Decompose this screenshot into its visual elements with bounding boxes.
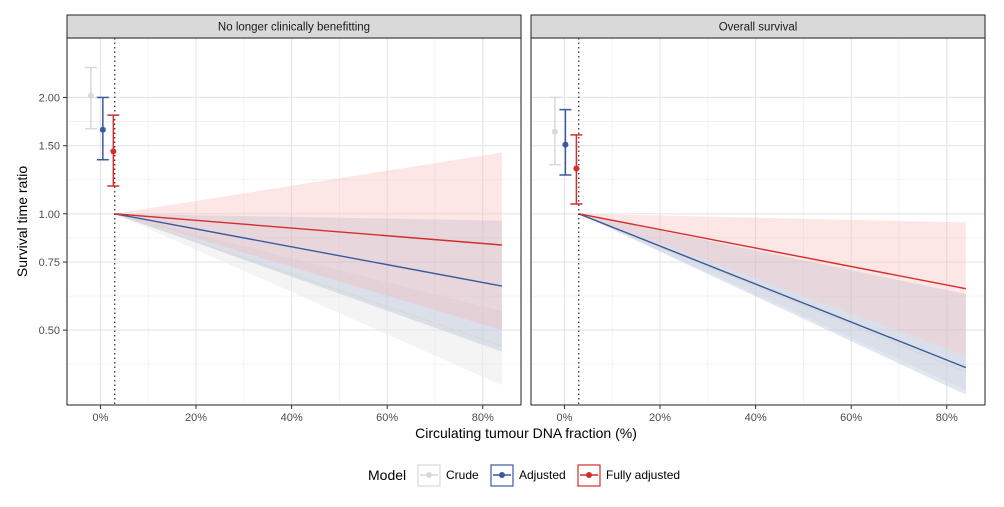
point-marker — [99, 126, 106, 133]
x-tick-label: 20% — [185, 412, 207, 424]
series-line-adjusted — [114, 213, 503, 287]
ci-ribbon-fully-adjusted — [114, 152, 502, 331]
legend-key-point — [426, 472, 432, 478]
panel-grid — [67, 38, 521, 405]
x-tick-label: 20% — [649, 412, 671, 424]
y-tick-label: 0.50 — [39, 325, 60, 337]
panel-grid — [531, 38, 985, 405]
x-tick-label: 80% — [472, 412, 494, 424]
y-tick-label: 1.50 — [39, 141, 60, 153]
legend-item-crude: Crude — [417, 464, 479, 487]
series-line-crude — [114, 213, 503, 347]
series-line-fully-adjusted — [578, 213, 967, 290]
ci-ribbon-adjusted — [578, 213, 966, 395]
legend-key-point — [586, 472, 592, 478]
x-tick-label: 80% — [936, 412, 958, 424]
y-tick-label: 2.00 — [39, 92, 60, 104]
y-tick-label: 1.00 — [39, 209, 60, 221]
x-tick-label: 60% — [840, 412, 862, 424]
legend-title: Model — [368, 467, 406, 483]
legend-label: Adjusted — [519, 468, 566, 482]
panel-2: Overall survival — [530, 14, 986, 406]
panel-background — [531, 38, 985, 405]
ci-ribbon-crude — [114, 213, 502, 386]
x-tick-label: 0% — [92, 412, 108, 424]
point-estimate-fully-adjusted — [107, 114, 120, 187]
x-tick-label: 40% — [281, 412, 303, 424]
point-marker — [551, 128, 558, 135]
point-marker — [87, 92, 94, 99]
x-tick-label: 0% — [556, 412, 572, 424]
panel-1: No longer clinically benefitting — [66, 14, 522, 406]
legend-item-adjusted: Adjusted — [490, 464, 566, 487]
x-axis-title: Circulating tumour DNA fraction (%) — [415, 425, 637, 441]
ci-ribbon-fully-adjusted — [578, 213, 966, 356]
series-line-adjusted — [578, 213, 967, 369]
x-tick-label: 60% — [376, 412, 398, 424]
series-line-fully-adjusted — [114, 213, 502, 246]
strip-background — [530, 14, 986, 39]
point-marker — [110, 148, 117, 155]
y-axis-title: Survival time ratio — [14, 166, 30, 277]
legend-label: Crude — [446, 468, 479, 482]
point-marker — [562, 141, 569, 148]
legend-item-fully-adjusted: Fully adjusted — [577, 464, 680, 487]
point-estimate-fully-adjusted — [570, 134, 583, 205]
legend-key-point — [499, 472, 505, 478]
x-tick-label: 40% — [745, 412, 767, 424]
ci-ribbon-crude — [578, 213, 966, 390]
panel-background — [67, 38, 521, 405]
strip-background — [66, 14, 522, 39]
point-estimate-adjusted — [96, 96, 109, 161]
legend-label: Fully adjusted — [606, 468, 680, 482]
point-estimate-crude — [548, 96, 561, 166]
point-marker — [573, 165, 580, 172]
point-estimate-crude — [84, 66, 97, 130]
strip-label: Overall survival — [719, 22, 798, 34]
y-tick-label: 0.75 — [39, 257, 60, 269]
strip-label: No longer clinically benefitting — [218, 22, 370, 34]
ci-ribbon-adjusted — [114, 213, 502, 352]
point-estimate-adjusted — [559, 108, 572, 176]
